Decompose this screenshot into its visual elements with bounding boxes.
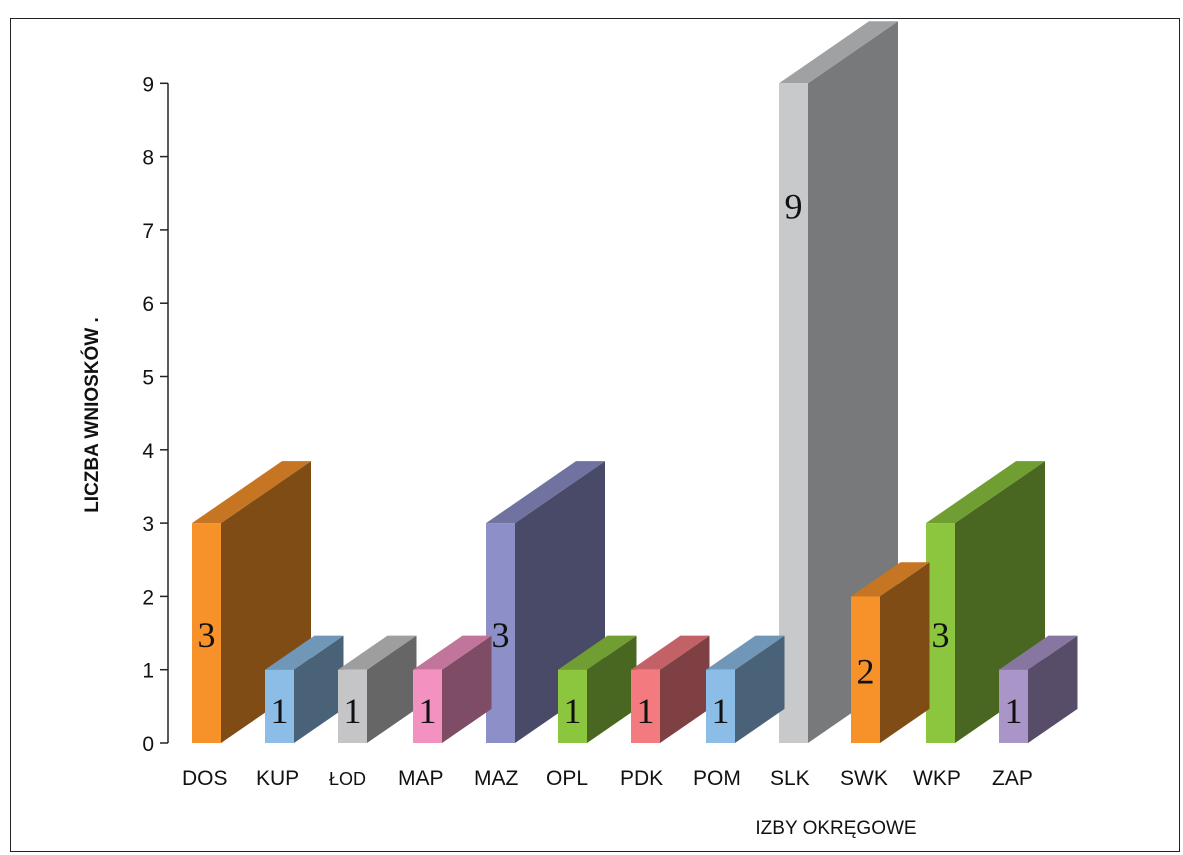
category-label: OPL	[546, 767, 588, 790]
bar-top	[413, 635, 492, 670]
bar-opl: 1	[558, 635, 637, 743]
category-label: MAZ	[474, 767, 519, 790]
data-label: 3	[492, 615, 510, 655]
bar-front	[192, 523, 221, 743]
bar-top	[706, 635, 785, 670]
data-label: 2	[857, 652, 875, 692]
data-label: 1	[344, 691, 362, 731]
y-tick-label: 1	[142, 660, 154, 683]
bars: 3 3 9 3 1 1 1 1 1 1 2 1	[192, 21, 1078, 744]
y-tick-label: 8	[142, 147, 154, 170]
bar-side	[442, 635, 492, 743]
bar-swk: 2	[851, 562, 930, 743]
bar-top	[486, 461, 605, 524]
bar-side	[1028, 635, 1078, 743]
bar-top	[631, 635, 710, 670]
bar-pom: 1	[706, 635, 785, 743]
category-label: WKP	[913, 767, 961, 790]
y-tick-label: 2	[142, 586, 154, 609]
category-label: SLK	[770, 767, 810, 790]
bar-side	[367, 635, 417, 743]
bar-side	[735, 635, 785, 743]
y-tick-label: 3	[142, 513, 154, 536]
y-tick-label: 7	[142, 220, 154, 243]
bar-top	[926, 461, 1045, 524]
data-label: 1	[564, 691, 582, 731]
category-label: DOS	[182, 767, 228, 790]
bar-front	[265, 669, 294, 743]
bar-side	[587, 635, 637, 743]
data-label: 3	[198, 615, 216, 655]
bar-top	[779, 21, 898, 84]
bar-zap: 1	[999, 635, 1078, 743]
bar-front	[999, 669, 1028, 743]
category-label: SWK	[840, 767, 888, 790]
category-label: KUP	[256, 767, 299, 790]
bar-side	[808, 21, 898, 744]
data-label: 1	[637, 691, 655, 731]
bar-front	[926, 523, 955, 743]
bar-łod: 1	[338, 635, 417, 743]
bar-top	[999, 635, 1078, 670]
category-label: ZAP	[992, 767, 1033, 790]
category-label: PDK	[620, 767, 663, 790]
y-tick-label: 0	[142, 733, 154, 756]
bar-side	[880, 562, 930, 743]
bar-top	[265, 635, 344, 670]
bar-front	[558, 669, 587, 743]
bar-front	[851, 596, 880, 743]
bar-slk: 9	[779, 21, 898, 744]
bar-front	[413, 669, 442, 743]
bar-front	[779, 83, 808, 744]
bar-top	[558, 635, 637, 670]
data-label: 1	[712, 691, 730, 731]
bar-top	[338, 635, 417, 670]
category-label: ŁOD	[329, 769, 366, 789]
y-tick-label: 9	[142, 73, 154, 96]
bar-side	[660, 635, 710, 743]
data-label: 1	[1005, 691, 1023, 731]
y-tick-label: 6	[142, 293, 154, 316]
category-label: POM	[693, 767, 741, 790]
data-label: 1	[419, 691, 437, 731]
bar-front	[338, 669, 367, 743]
bar-front	[631, 669, 660, 743]
data-label: 9	[785, 186, 803, 226]
y-axis-title: LICZBA WNIOSKÓW .	[81, 317, 103, 513]
bar-side	[294, 635, 344, 743]
y-tick-label: 4	[142, 440, 154, 463]
y-tick-label: 5	[142, 367, 154, 390]
bar-top	[851, 562, 930, 597]
bar-top	[192, 461, 311, 524]
bar-map: 1	[413, 635, 492, 743]
category-label: MAP	[398, 767, 444, 790]
data-label: 1	[271, 691, 289, 731]
bar-kup: 1	[265, 635, 344, 743]
data-label: 3	[932, 615, 950, 655]
bar-front	[706, 669, 735, 743]
x-axis-title: IZBY OKRĘGOWE	[755, 818, 916, 839]
category-labels: DOS KUP ŁOD MAP MAZ OPL PDK POM SLK SWK WKP ZAP	[182, 767, 1033, 790]
bar-pdk: 1	[631, 635, 710, 743]
y-axis: 0 1 2 3 4 5 6 7 8 9	[142, 73, 169, 756]
